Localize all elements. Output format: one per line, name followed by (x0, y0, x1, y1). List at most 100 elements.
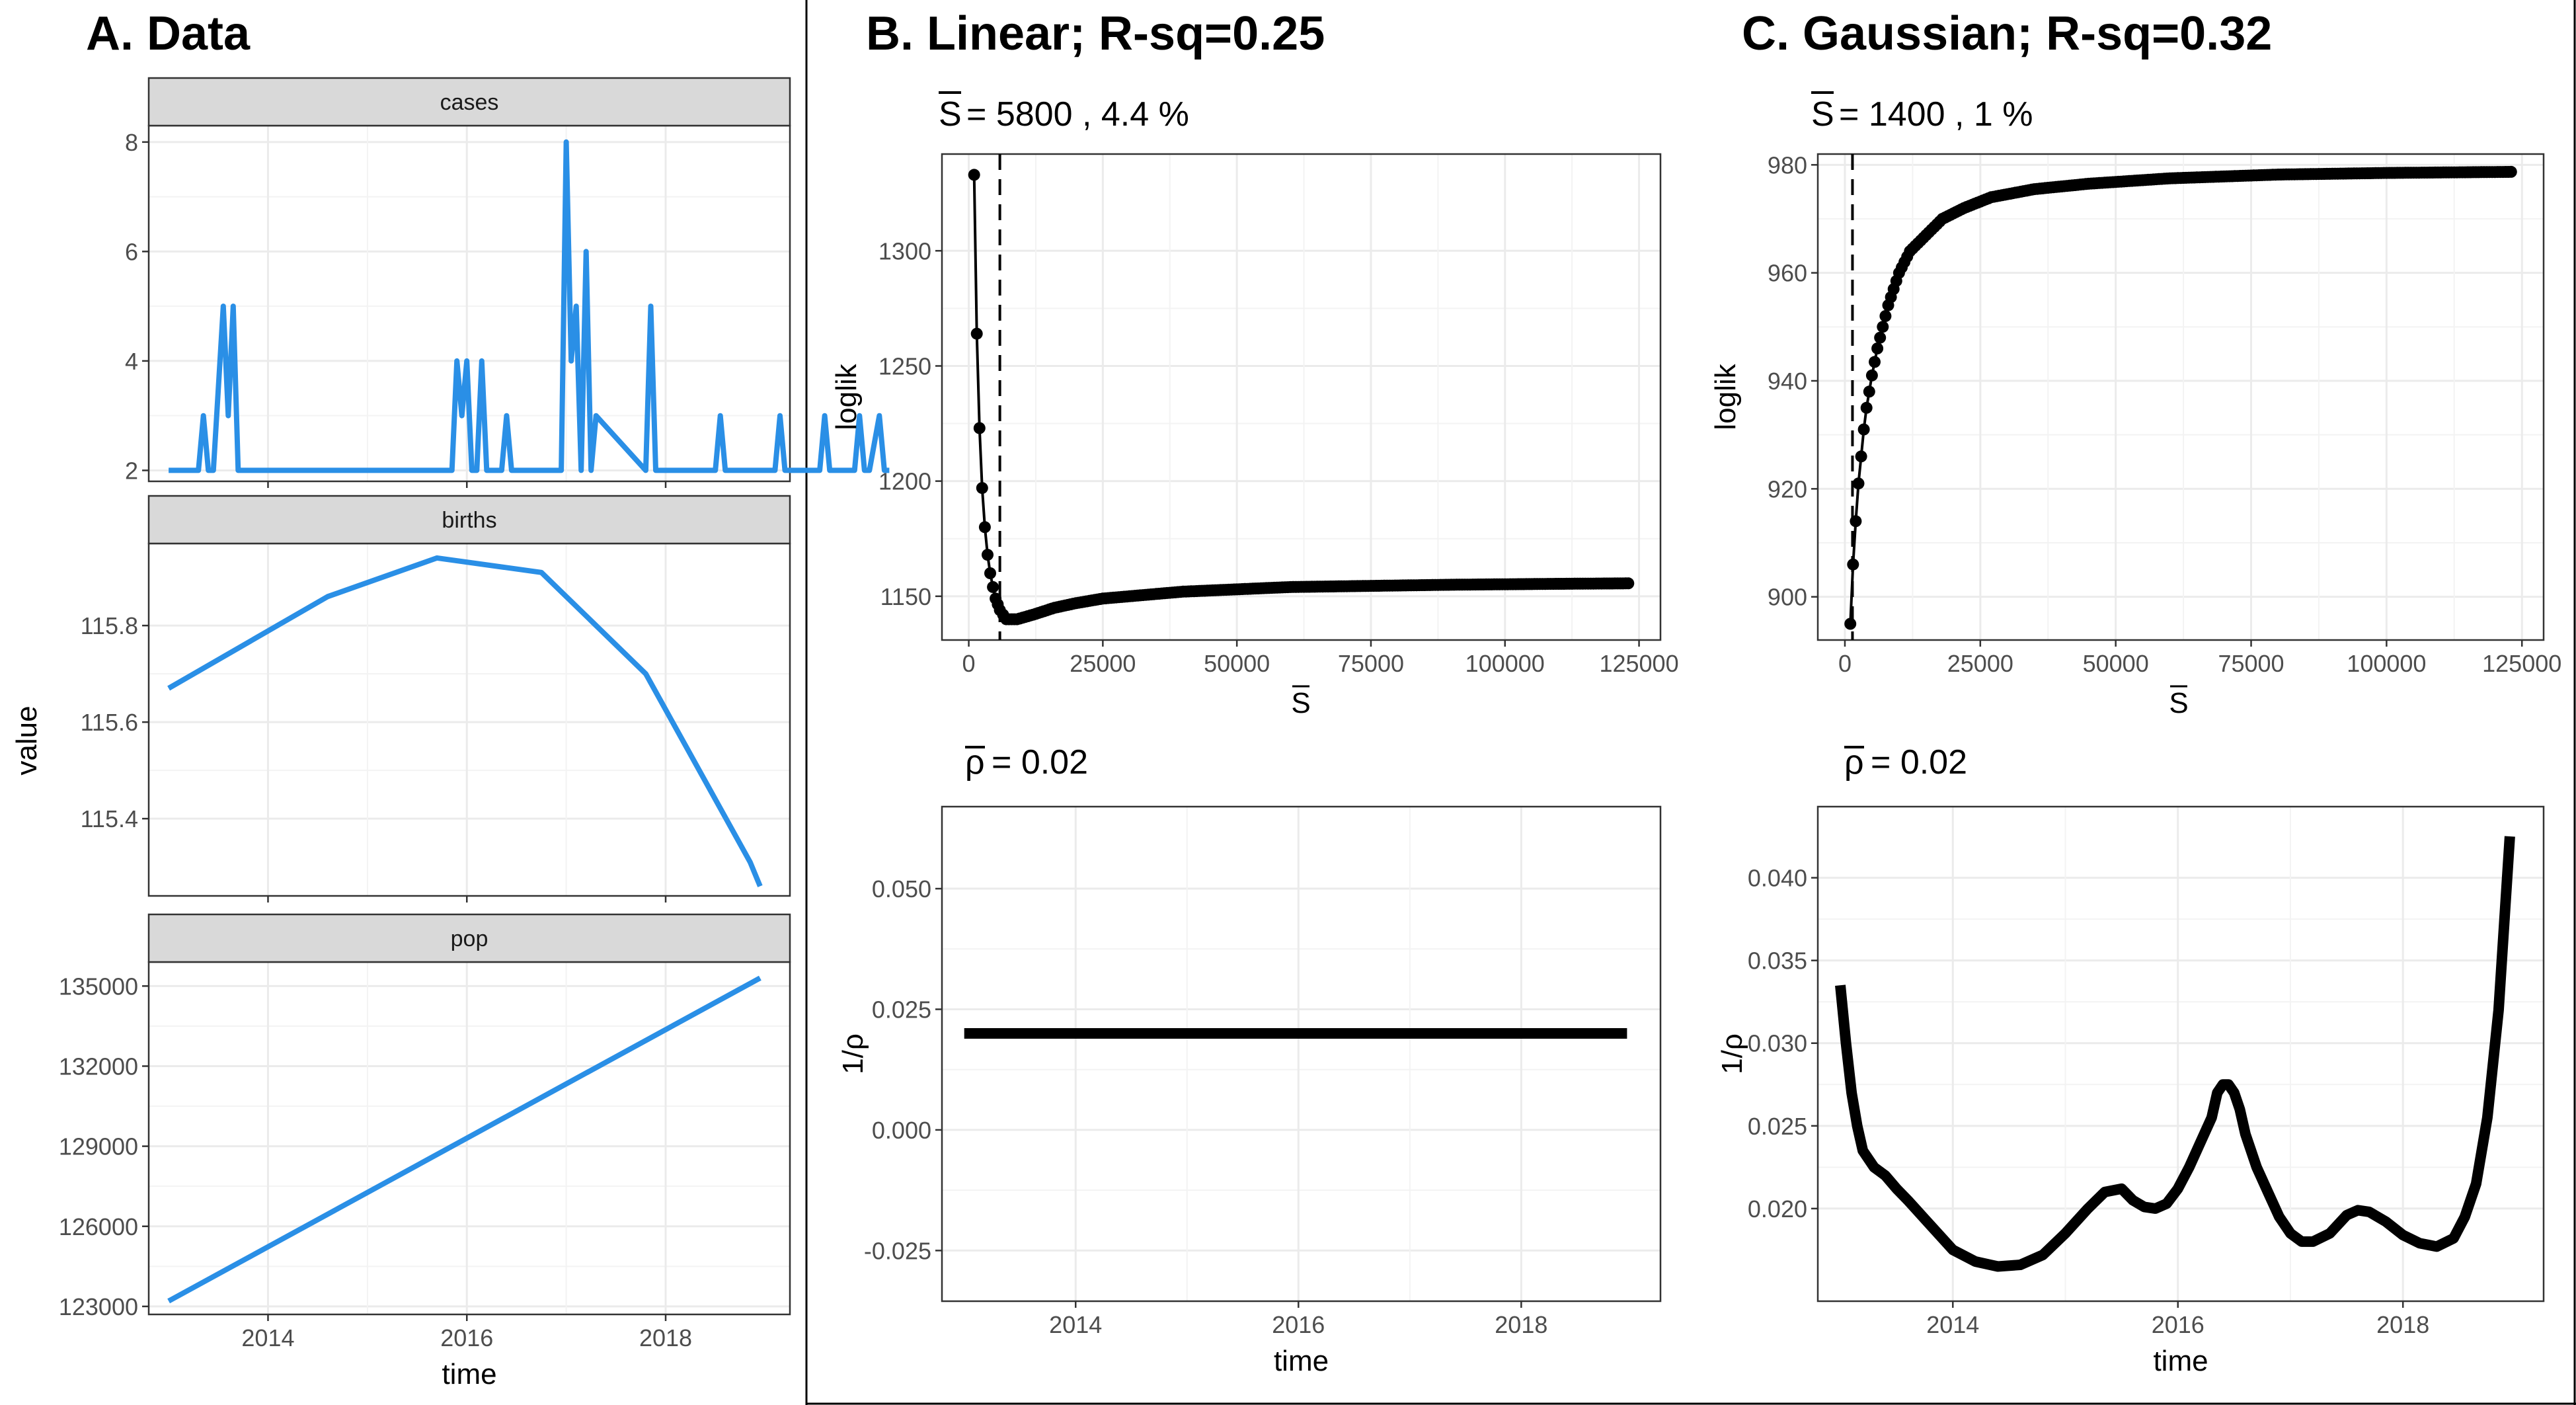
panel-b-rho-annotation: ρ = 0.02 (965, 743, 1088, 782)
c-xlabel-s-text: S (2169, 687, 2188, 719)
c_loglik-point (1855, 450, 1867, 463)
c-rho-value: = 0.02 (1871, 743, 1967, 782)
pop-ylabel: value (11, 705, 43, 775)
c-rho-symbol: ρ (1844, 743, 1864, 782)
b_loglik-xtick-label: 100000 (1465, 650, 1545, 677)
cases-strip (147, 77, 791, 127)
b_loglik-xtick-label: 25000 (1070, 650, 1136, 677)
births-ytick-label: 115.6 (81, 709, 138, 736)
c_loglik-point (1863, 385, 1875, 398)
charts-layer: cases 2 4 6 8 births 115.4 115.6 115.8 pop 123000 1… (11, 77, 2561, 1390)
c_rho-xtick-label: 2018 (2376, 1311, 2429, 1338)
c_rho-xtick-label: 2016 (2152, 1311, 2205, 1338)
c_loglik-xtick-label: 75000 (2218, 650, 2284, 677)
pop-panel: pop 123000 126000 129000 132000 135000 2014 201… (11, 705, 791, 1390)
b-rho-value: = 0.02 (992, 743, 1088, 782)
pop-ytick-label: 132000 (59, 1053, 138, 1080)
c_loglik-xtick-label: 125000 (2482, 650, 2561, 677)
c_rho-ylabel: 1/ρ (1716, 1033, 1748, 1074)
cases-panel: cases 2 4 6 8 (125, 77, 890, 488)
c_loglik-point (1852, 477, 1865, 490)
c_loglik-xtick-label: 25000 (1947, 650, 2013, 677)
b_loglik-plot-area (942, 154, 1660, 640)
pop-ytick-label: 135000 (59, 973, 138, 1000)
c_rho-xtick-label: 2014 (1926, 1311, 1979, 1338)
c_rho-plot-area (1818, 807, 2544, 1301)
pop-ytick-label: 129000 (59, 1133, 138, 1160)
b_rho-plot-area (942, 807, 1660, 1301)
c_rho-ytick-label: 0.035 (1748, 947, 1807, 975)
b_rho-xtick-label: 2016 (1272, 1311, 1325, 1338)
c-s-value: = 1400 , 1 % (1839, 95, 2033, 134)
b_loglik-ytick-label: 1150 (880, 583, 931, 610)
cases-strip-label: cases (440, 90, 499, 115)
c_rho-xlabel: time (2153, 1345, 2208, 1377)
pop-series-line (167, 975, 761, 1304)
b_rho-panel: -0.025 0.000 0.025 0.050 2014 2016 2018 time 1/ρ (837, 805, 1662, 1377)
b-xlabel-s: S (1291, 685, 1311, 719)
pop-xtick-label: 2018 (639, 1324, 692, 1351)
c_rho-ytick-label: 0.040 (1748, 865, 1807, 892)
cases-ytick-label: 2 (125, 457, 138, 484)
c_loglik-ytick-label: 900 (1768, 584, 1807, 611)
b_rho-ytick-label: 0.000 (872, 1117, 931, 1144)
b_rho-ytick-label: 0.050 (872, 875, 931, 903)
c_rho-ytick-label: 0.025 (1748, 1113, 1807, 1140)
c_rho-series-line (1835, 836, 2515, 1272)
b_loglik-point (970, 327, 983, 340)
c_loglik-xtick-label: 50000 (2083, 650, 2149, 677)
b_rho-xtick-label: 2014 (1049, 1311, 1102, 1338)
panel-a-title: A. Data (86, 7, 251, 60)
b_loglik-panel-border (941, 153, 1662, 641)
c-xlabel-s: S (2169, 685, 2189, 719)
pop-xtick-label: 2016 (440, 1324, 493, 1351)
pop-strip-label: pop (451, 926, 488, 951)
births-plot-area (149, 543, 790, 896)
births-strip-label: births (442, 508, 496, 533)
panel-c-rho-annotation: ρ = 0.02 (1844, 743, 1967, 782)
c_loglik-point (1857, 423, 1870, 436)
b_loglik-panel: 1150 1200 1250 1300 0 25000 50000 75000 100000 12… (830, 153, 1679, 677)
pop-xlabel: time (442, 1358, 496, 1390)
pop-ytick-label: 126000 (59, 1213, 138, 1240)
b_rho-ytick-label: 0.025 (872, 996, 931, 1023)
c_rho-ytick-label: 0.020 (1748, 1195, 1807, 1223)
births-series-line (167, 555, 763, 887)
c_loglik-point (1844, 618, 1857, 630)
births-panel: births 115.4 115.6 115.8 (81, 495, 791, 903)
b_loglik-xtick-label: 125000 (1599, 650, 1678, 677)
b_rho-panel-border (941, 805, 1662, 1303)
c_loglik-point (1877, 321, 1889, 333)
b_loglik-point (1622, 577, 1635, 590)
b_loglik-point (984, 567, 996, 579)
b_loglik-xtick-label: 0 (962, 650, 976, 677)
cases-ytick-label: 8 (125, 129, 138, 156)
b_loglik-point (982, 549, 994, 561)
b_loglik-point (973, 422, 986, 434)
b_loglik-point (987, 581, 999, 593)
births-ytick-label: 115.8 (81, 612, 138, 639)
pop-strip (147, 913, 791, 963)
b_loglik-point (968, 169, 980, 181)
births-strip (147, 495, 791, 545)
cases-ytick-label: 4 (125, 348, 138, 375)
births-ytick-label: 115.4 (81, 805, 138, 832)
b_loglik-ytick-label: 1250 (878, 352, 931, 380)
c_loglik-point (1850, 515, 1862, 528)
c_loglik-xtick-label: 100000 (2347, 650, 2426, 677)
b-s-symbol: S (939, 95, 962, 134)
c_loglik-point (1860, 401, 1873, 414)
panel-b-title: B. Linear; R-sq=0.25 (866, 7, 1325, 60)
panel-b-s-annotation: S = 5800 , 4.4 % (939, 91, 1189, 134)
c_rho-ytick-label: 0.030 (1748, 1030, 1807, 1057)
b-xlabel-s-text: S (1291, 687, 1310, 719)
cases-series-line (169, 139, 890, 473)
b_loglik-point (978, 521, 991, 534)
b_loglik-point (976, 482, 988, 495)
b_loglik-xtick-label: 50000 (1204, 650, 1270, 677)
c_loglik-ytick-label: 940 (1768, 368, 1807, 395)
b_rho-xlabel: time (1274, 1345, 1329, 1377)
c_rho-panel-border (1816, 805, 2545, 1303)
c_loglik-ytick-label: 960 (1768, 260, 1807, 287)
c_loglik-ytick-label: 920 (1768, 475, 1807, 502)
